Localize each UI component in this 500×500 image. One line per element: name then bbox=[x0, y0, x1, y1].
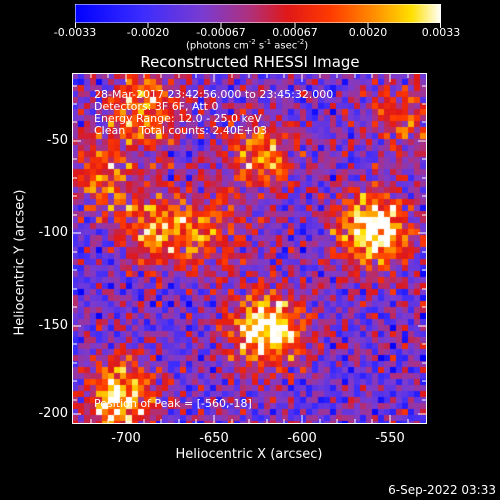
peak-position-label: Position of Peak = [-560,-18] bbox=[94, 397, 252, 410]
energy-range-label: Energy Range: 12.0 - 25.0 keV bbox=[94, 112, 262, 125]
y-tick-label: -50 bbox=[46, 133, 68, 148]
x-tick-label: -600 bbox=[287, 431, 317, 446]
colorbar-tick-label: 0.00067 bbox=[272, 26, 318, 39]
colorbar-tick-label: -0.00067 bbox=[196, 26, 246, 39]
time-range-label: 28-Mar-2017 23:42:56.000 to 23:45:32.000 bbox=[94, 88, 334, 101]
x-tick-label: -700 bbox=[111, 431, 141, 446]
y-tick-label: -200 bbox=[38, 406, 68, 421]
colorbar-tick-label: 0.0033 bbox=[421, 26, 461, 39]
plot-title: Reconstructed RHESSI Image bbox=[140, 53, 360, 71]
x-tick-label: -650 bbox=[199, 431, 229, 446]
y-tick-label: -150 bbox=[38, 318, 68, 333]
colorbar-tick-label: -0.0033 bbox=[53, 26, 97, 39]
method-label: Clean Total counts: 2.40E+03 bbox=[94, 124, 268, 137]
colorbar-tick-label: 0.0020 bbox=[348, 26, 388, 39]
colorbar-units: (photons cm-2 s-1 asec-2) bbox=[186, 38, 309, 52]
y-tick-label: -100 bbox=[38, 225, 68, 240]
colorbar-ticks bbox=[75, 23, 441, 28]
generation-date: 6-Sep-2022 03:33 bbox=[388, 483, 496, 497]
detectors-label: Detectors: 3F 6F, Att 0 bbox=[94, 100, 219, 113]
y-axis-title: Heliocentric Y (arcsec) bbox=[12, 189, 28, 336]
x-axis-title: Heliocentric X (arcsec) bbox=[175, 447, 323, 462]
colorbar bbox=[75, 4, 441, 23]
x-tick-label: -550 bbox=[375, 431, 405, 446]
colorbar-tick-label: -0.0020 bbox=[126, 26, 170, 39]
